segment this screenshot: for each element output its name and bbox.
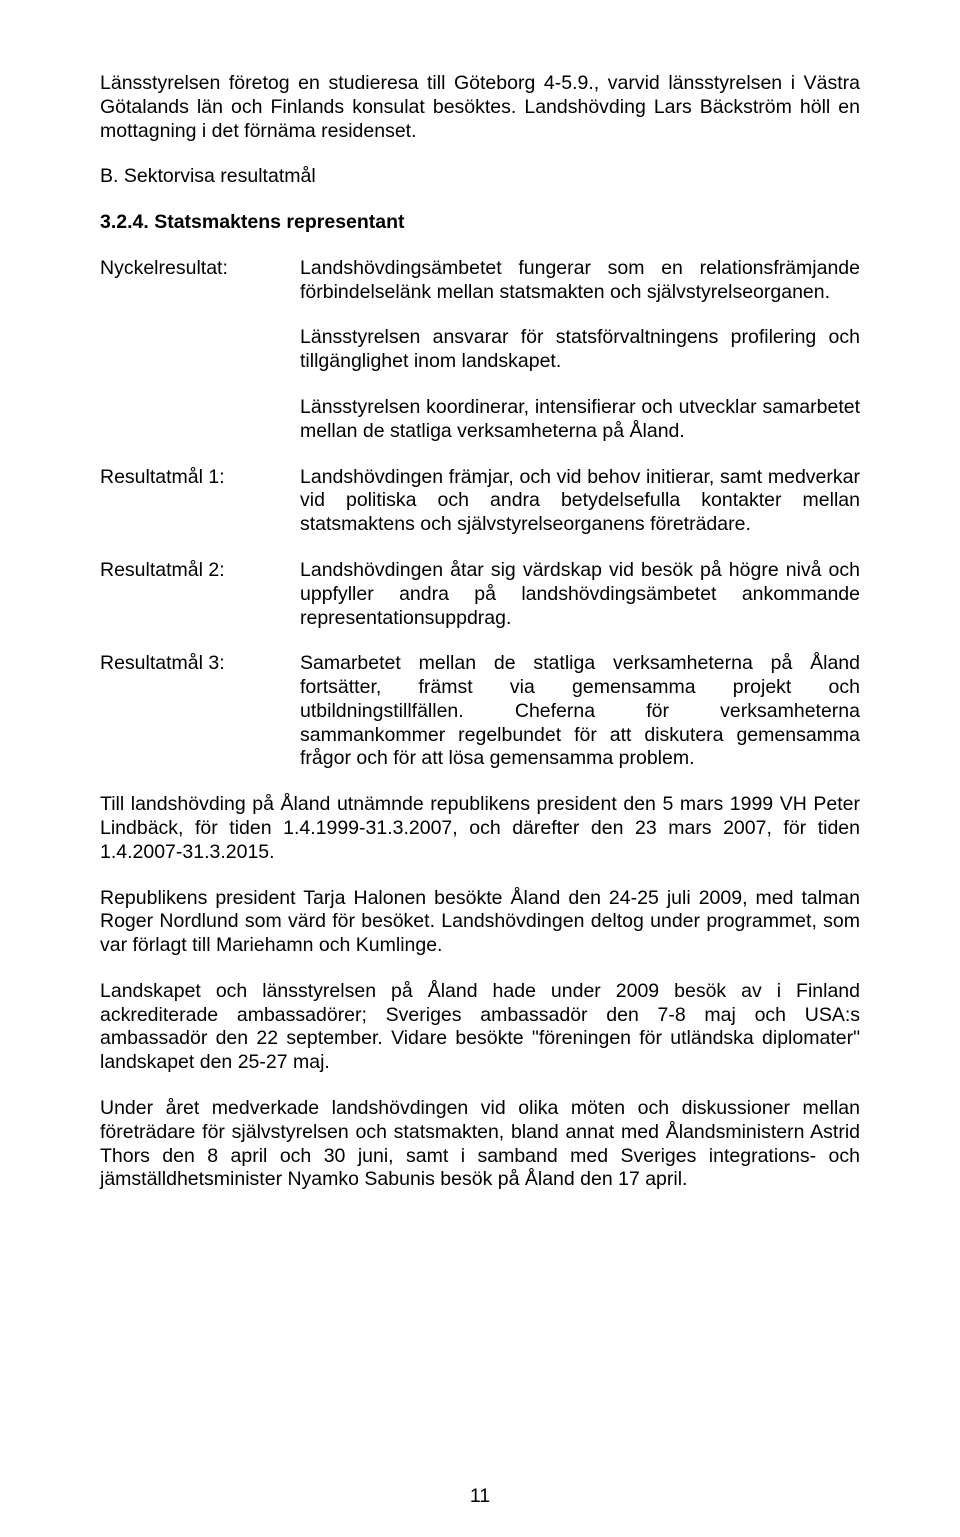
def-body-nyckelresultat: Landshövdingsämbetet fungerar som en rel…: [300, 257, 860, 444]
def-body-resultatmal-2: Landshövdingen åtar sig värdskap vid bes…: [300, 559, 860, 630]
nyckel-p3: Länsstyrelsen koordinerar, intensifierar…: [300, 396, 860, 444]
paragraph-3: Landskapet och länsstyrelsen på Åland ha…: [100, 980, 860, 1075]
section-b-heading: B. Sektorvisa resultatmål: [100, 165, 860, 189]
document-page: Länsstyrelsen företog en studieresa till…: [0, 0, 960, 1537]
def-label-resultatmal-1: Resultatmål 1:: [100, 466, 300, 490]
paragraph-2: Republikens president Tarja Halonen besö…: [100, 887, 860, 958]
paragraph-1: Till landshövding på Åland utnämnde repu…: [100, 793, 860, 864]
def-row-resultatmal-1: Resultatmål 1: Landshövdingen främjar, o…: [100, 466, 860, 537]
def-label-resultatmal-2: Resultatmål 2:: [100, 559, 300, 583]
def-row-resultatmal-2: Resultatmål 2: Landshövdingen åtar sig v…: [100, 559, 860, 630]
paragraph-4: Under året medverkade landshövdingen vid…: [100, 1097, 860, 1192]
nyckel-p1: Landshövdingsämbetet fungerar som en rel…: [300, 257, 860, 305]
page-number: 11: [0, 1485, 960, 1509]
def-body-resultatmal-1: Landshövdingen främjar, och vid behov in…: [300, 466, 860, 537]
def-body-resultatmal-3: Samarbetet mellan de statliga verksamhet…: [300, 652, 860, 771]
intro-paragraph: Länsstyrelsen företog en studieresa till…: [100, 72, 860, 143]
heading-324: 3.2.4. Statsmaktens representant: [100, 211, 860, 235]
definitions-block: Nyckelresultat: Landshövdingsämbetet fun…: [100, 257, 860, 771]
nyckel-p2: Länsstyrelsen ansvarar för statsförvaltn…: [300, 326, 860, 374]
def-row-resultatmal-3: Resultatmål 3: Samarbetet mellan de stat…: [100, 652, 860, 771]
def-label-resultatmal-3: Resultatmål 3:: [100, 652, 300, 676]
def-label-nyckelresultat: Nyckelresultat:: [100, 257, 300, 281]
def-row-nyckelresultat: Nyckelresultat: Landshövdingsämbetet fun…: [100, 257, 860, 444]
